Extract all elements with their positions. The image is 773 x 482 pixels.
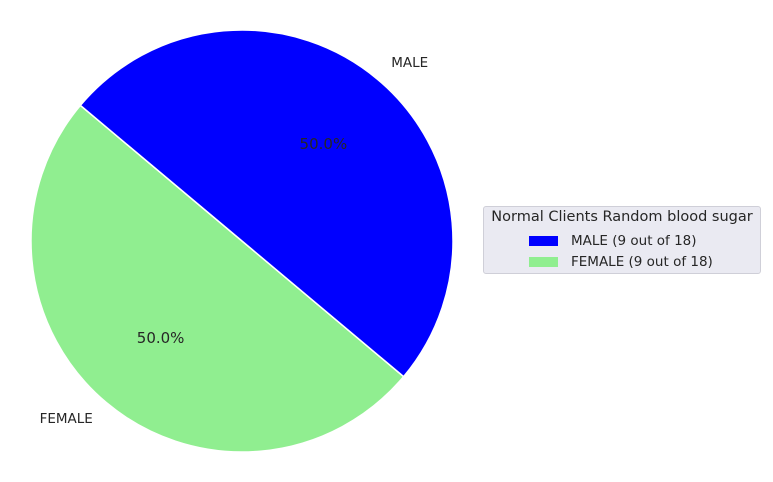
category-label-male: MALE (391, 55, 428, 71)
percent-label-male: 50.0% (300, 135, 348, 153)
legend-label-female: FEMALE (9 out of 18) (571, 254, 713, 270)
pie-slices (30, 29, 454, 453)
category-label-female: FEMALE (40, 411, 93, 427)
legend-label-male: MALE (9 out of 18) (571, 233, 697, 249)
legend-swatch-male (529, 236, 558, 246)
legend-swatch-female (529, 257, 558, 267)
percent-label-female: 50.0% (137, 329, 185, 347)
legend-title: Normal Clients Random blood sugar (491, 209, 753, 225)
category-labels: FEMALE MALE (40, 55, 429, 427)
pie-slice-male (79, 29, 454, 378)
legend-entry-female: FEMALE (9 out of 18) (529, 254, 713, 270)
chart-legend: Normal Clients Random blood sugar MALE (… (483, 206, 761, 274)
pie-slice-female (30, 104, 405, 453)
percent-labels: 50.0% 50.0% (137, 135, 347, 347)
legend-entry-male: MALE (9 out of 18) (529, 233, 697, 249)
